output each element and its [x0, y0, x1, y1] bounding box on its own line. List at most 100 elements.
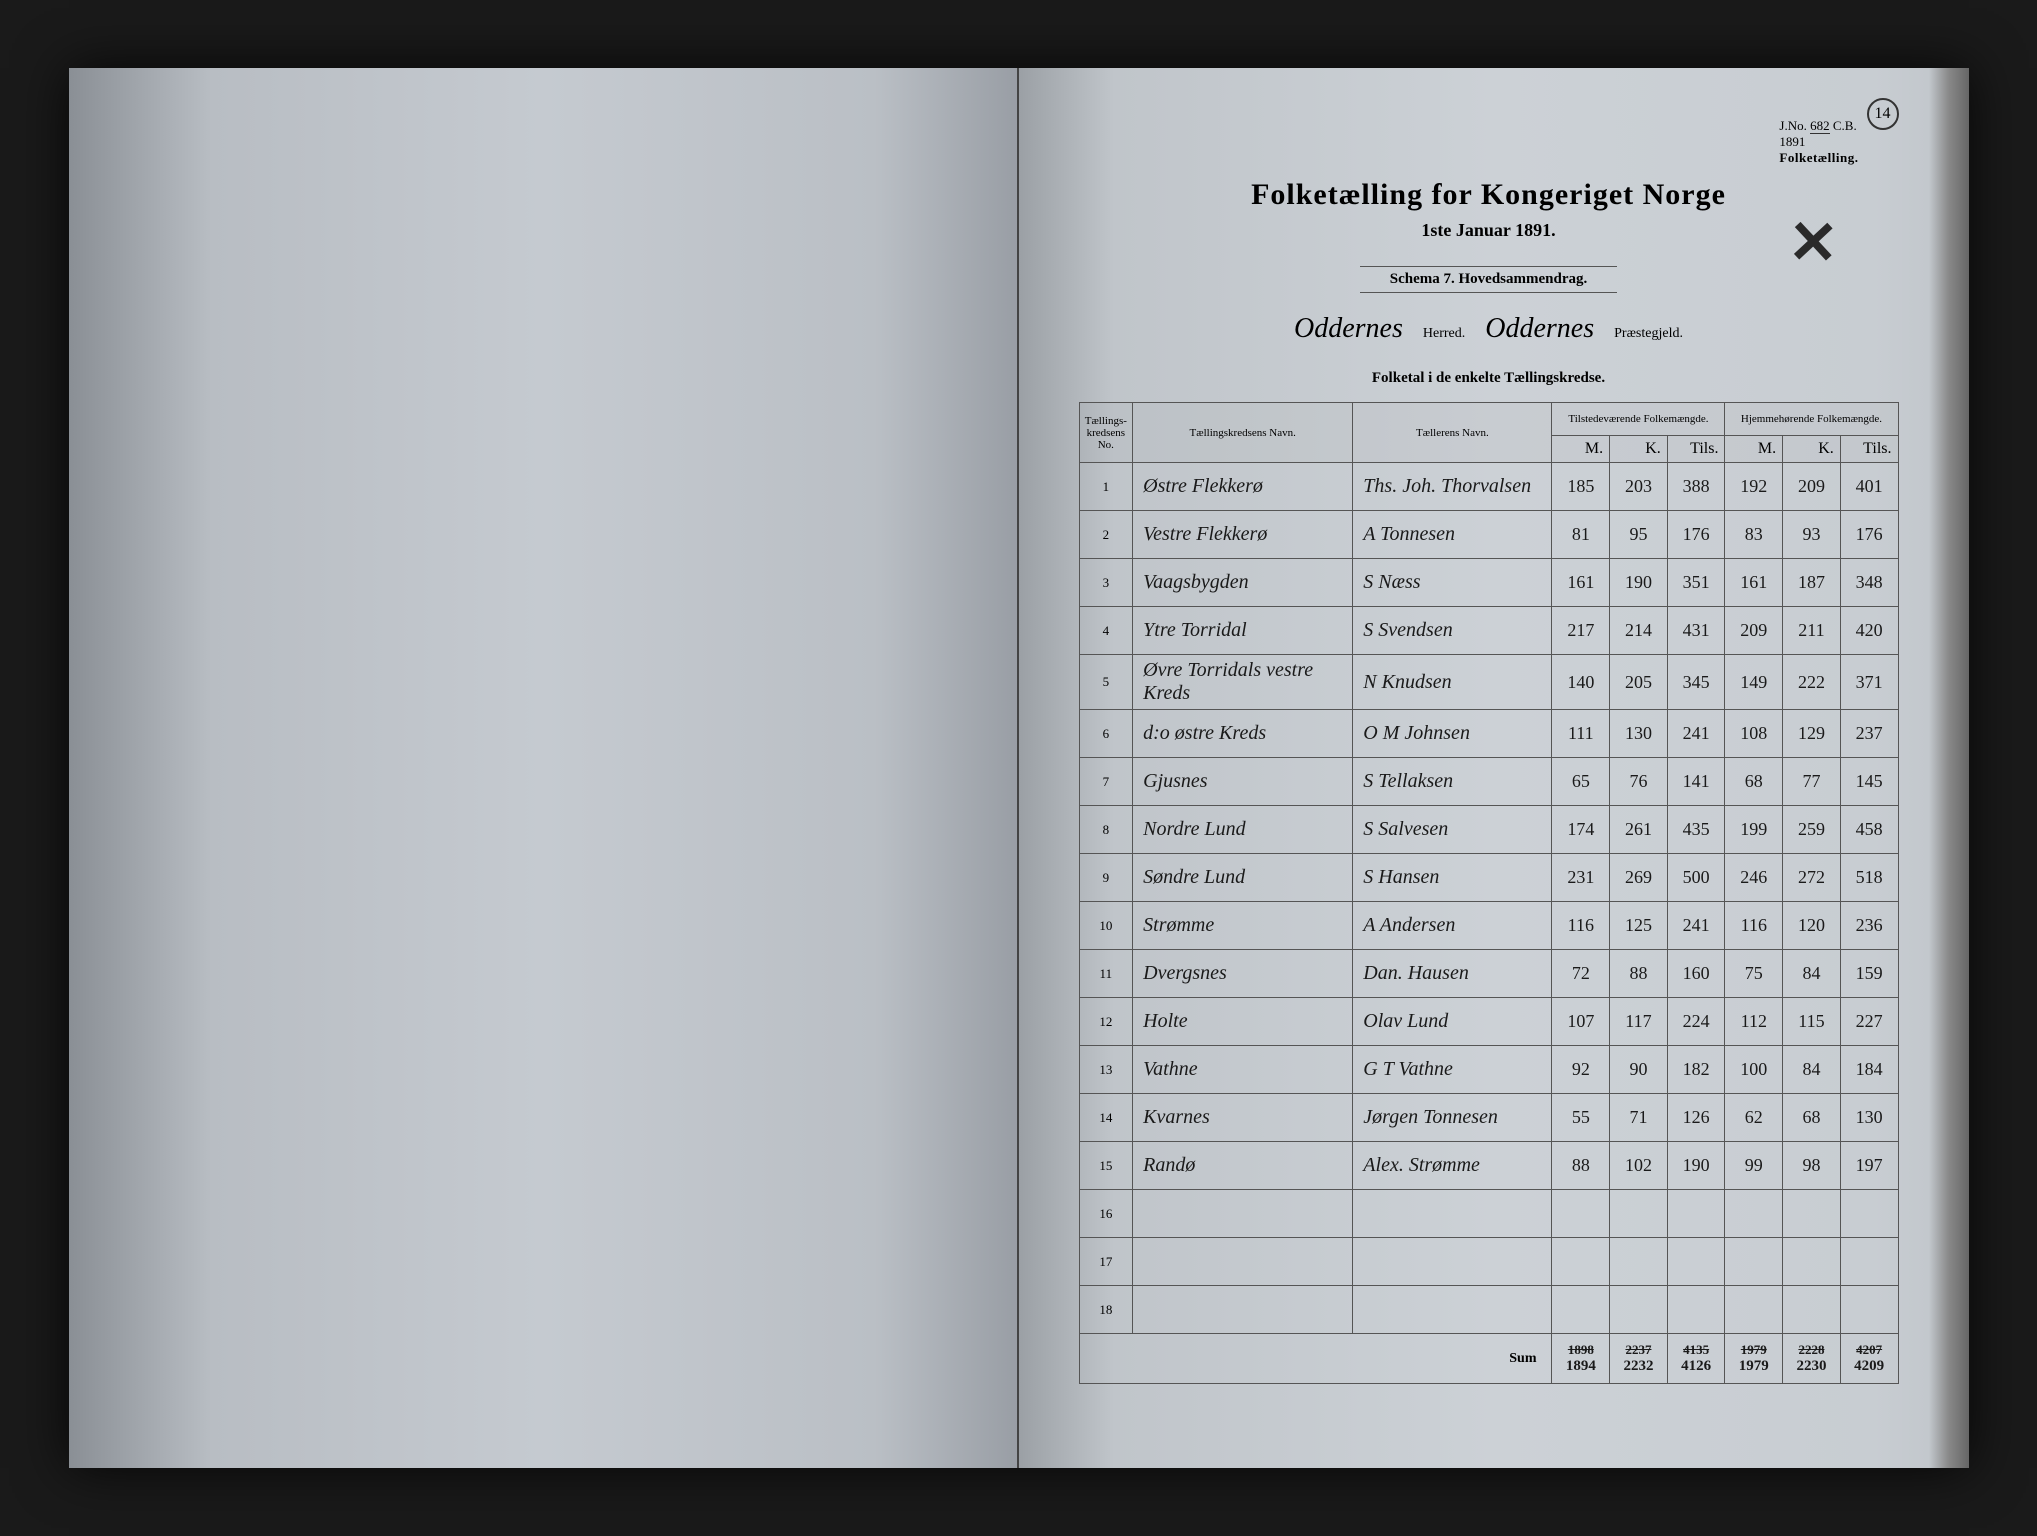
cell-htils: 197	[1840, 1142, 1898, 1190]
cell-hm	[1725, 1238, 1783, 1286]
cell-tm: 55	[1552, 1094, 1610, 1142]
cell-hk	[1783, 1190, 1841, 1238]
cell-tm	[1552, 1238, 1610, 1286]
table-row: 2Vestre FlekkerøA Tonnesen81951768393176	[1079, 511, 1898, 559]
cell-htils: 237	[1840, 710, 1898, 758]
cell-hm	[1725, 1286, 1783, 1334]
cell-no: 17	[1079, 1238, 1133, 1286]
cell-tm	[1552, 1190, 1610, 1238]
cell-kreds: Øvre Torridals vestre Kreds	[1133, 655, 1353, 710]
cell-no: 6	[1079, 710, 1133, 758]
cell-ttils: 388	[1667, 463, 1725, 511]
cell-hk: 187	[1783, 559, 1841, 607]
cell-hm: 161	[1725, 559, 1783, 607]
cell-tk: 203	[1610, 463, 1668, 511]
cell-ttils: 351	[1667, 559, 1725, 607]
cell-htils: 176	[1840, 511, 1898, 559]
cell-tk	[1610, 1286, 1668, 1334]
cell-htils: 145	[1840, 758, 1898, 806]
cell-tk	[1610, 1238, 1668, 1286]
table-row: 18	[1079, 1286, 1898, 1334]
cell-htils: 348	[1840, 559, 1898, 607]
cell-tk: 125	[1610, 902, 1668, 950]
cell-hk: 222	[1783, 655, 1841, 710]
cell-kreds: Ytre Torridal	[1133, 607, 1353, 655]
right-page: 14 J.No. 682 C.B. 1891 Folketælling. ✕ F…	[1019, 68, 1969, 1468]
left-page	[69, 68, 1019, 1468]
cell-kreds: Vathne	[1133, 1046, 1353, 1094]
cell-hm: 68	[1725, 758, 1783, 806]
cell-ttils: 190	[1667, 1142, 1725, 1190]
cell-tk: 71	[1610, 1094, 1668, 1142]
col-header-hm: M.	[1725, 436, 1783, 463]
sum-label: Sum	[1079, 1334, 1552, 1384]
cell-kreds: Randø	[1133, 1142, 1353, 1190]
cell-htils: 236	[1840, 902, 1898, 950]
cell-ttils: 182	[1667, 1046, 1725, 1094]
cell-kreds: Gjusnes	[1133, 758, 1353, 806]
sum-row: Sum 1898 1894 2237 2232 4135 4126 1979	[1079, 1334, 1898, 1384]
cell-hm: 199	[1725, 806, 1783, 854]
cell-tk: 261	[1610, 806, 1668, 854]
col-header-teller: Tællerens Navn.	[1353, 403, 1552, 463]
cell-no: 18	[1079, 1286, 1133, 1334]
cell-hk: 84	[1783, 1046, 1841, 1094]
cell-teller: N Knudsen	[1353, 655, 1552, 710]
cell-ttils: 241	[1667, 902, 1725, 950]
cell-kreds	[1133, 1190, 1353, 1238]
journal-label: Folketælling.	[1779, 150, 1858, 166]
table-footer: Sum 1898 1894 2237 2232 4135 4126 1979	[1079, 1334, 1898, 1384]
cell-hk: 129	[1783, 710, 1841, 758]
cell-hk	[1783, 1238, 1841, 1286]
col-header-htils: Tils.	[1840, 436, 1898, 463]
cell-kreds: Nordre Lund	[1133, 806, 1353, 854]
cell-ttils: 141	[1667, 758, 1725, 806]
cell-ttils: 500	[1667, 854, 1725, 902]
col-header-tilstede: Tilstedeværende Folkemængde.	[1552, 403, 1725, 436]
cell-kreds	[1133, 1286, 1353, 1334]
cell-hm: 116	[1725, 902, 1783, 950]
cell-no: 10	[1079, 902, 1133, 950]
cell-htils	[1840, 1238, 1898, 1286]
cell-no: 9	[1079, 854, 1133, 902]
cell-no: 2	[1079, 511, 1133, 559]
page-number: 14	[1875, 105, 1891, 123]
cell-teller: S Tellaksen	[1353, 758, 1552, 806]
cell-no: 12	[1079, 998, 1133, 1046]
cell-tm: 116	[1552, 902, 1610, 950]
table-row: 5Øvre Torridals vestre KredsN Knudsen140…	[1079, 655, 1898, 710]
table-row: 12HolteOlav Lund107117224112115227	[1079, 998, 1898, 1046]
cell-kreds	[1133, 1238, 1353, 1286]
cell-hm	[1725, 1190, 1783, 1238]
table-row: 9Søndre LundS Hansen231269500246272518	[1079, 854, 1898, 902]
cell-teller: S Næss	[1353, 559, 1552, 607]
table-row: 17	[1079, 1238, 1898, 1286]
cell-no: 4	[1079, 607, 1133, 655]
cell-tk: 90	[1610, 1046, 1668, 1094]
col-header-hjemme: Hjemmehørende Folkemængde.	[1725, 403, 1898, 436]
col-header-tk: K.	[1610, 436, 1668, 463]
cell-tk: 102	[1610, 1142, 1668, 1190]
cell-tm	[1552, 1286, 1610, 1334]
cell-teller	[1353, 1190, 1552, 1238]
cell-tk: 205	[1610, 655, 1668, 710]
table-row: 7GjusnesS Tellaksen65761416877145	[1079, 758, 1898, 806]
cell-teller: Olav Lund	[1353, 998, 1552, 1046]
cell-hm: 209	[1725, 607, 1783, 655]
cell-hm: 62	[1725, 1094, 1783, 1142]
cell-tk: 269	[1610, 854, 1668, 902]
col-header-hk: K.	[1783, 436, 1841, 463]
cell-tm: 72	[1552, 950, 1610, 998]
jno-value: 682	[1810, 118, 1830, 134]
book-spread: 14 J.No. 682 C.B. 1891 Folketælling. ✕ F…	[69, 68, 1969, 1468]
cell-teller: A Andersen	[1353, 902, 1552, 950]
cell-hm: 192	[1725, 463, 1783, 511]
cell-kreds: d:o østre Kreds	[1133, 710, 1353, 758]
cell-htils: 227	[1840, 998, 1898, 1046]
cell-teller: Jørgen Tonnesen	[1353, 1094, 1552, 1142]
table-row: 11DvergsnesDan. Hausen72881607584159	[1079, 950, 1898, 998]
table-row: 14KvarnesJørgen Tonnesen55711266268130	[1079, 1094, 1898, 1142]
main-title: Folketælling for Kongeriget Norge	[1079, 178, 1899, 212]
cell-no: 14	[1079, 1094, 1133, 1142]
cell-tm: 174	[1552, 806, 1610, 854]
